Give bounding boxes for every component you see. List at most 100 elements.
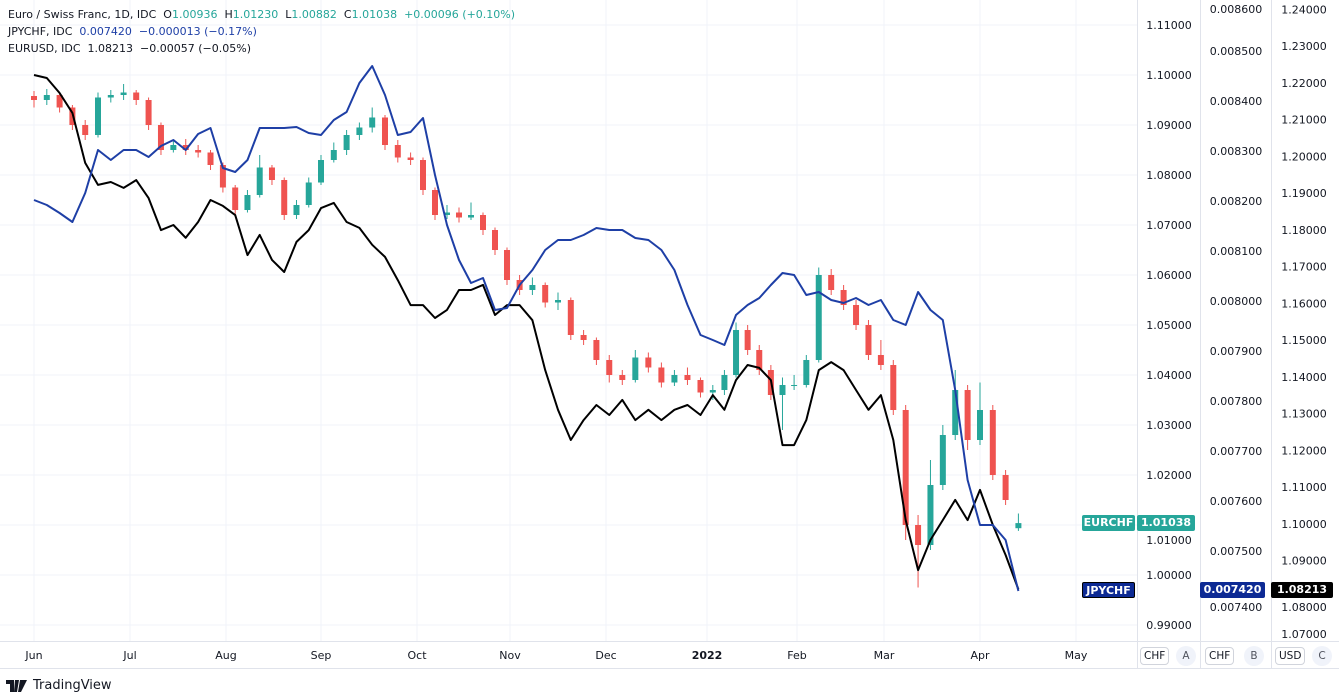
scale-a-button[interactable]: A bbox=[1176, 646, 1196, 666]
scale-b-tick-label: 0.008600 bbox=[1210, 3, 1263, 16]
scale-b-tick-label: 0.007900 bbox=[1210, 345, 1263, 358]
scale-c-tick-label: 1.09000 bbox=[1281, 555, 1327, 568]
candle-down bbox=[268, 167, 275, 180]
grid bbox=[0, 0, 1339, 669]
scale-b-tick-label: 0.007600 bbox=[1210, 495, 1263, 508]
change-value: +0.00096 (+0.10%) bbox=[404, 8, 516, 21]
scale-c-tick-label: 1.19000 bbox=[1281, 187, 1327, 200]
price-scales: 1.11000 1.10000 1.09000 1.08000 1.07000 1.060… bbox=[1137, 0, 1339, 669]
candle-up bbox=[293, 205, 300, 215]
candle-up bbox=[305, 182, 312, 205]
scale-c-currency-button[interactable]: USD bbox=[1275, 647, 1306, 665]
candle-down bbox=[580, 335, 587, 340]
eurchf-symbol-tag: EURCHF bbox=[1082, 515, 1135, 531]
low-value: 1.00882 bbox=[291, 8, 337, 21]
legend-eurchf[interactable]: Euro / Swiss Franc, 1D, IDC O1.00936 H1.… bbox=[8, 7, 515, 23]
candle-up bbox=[444, 212, 450, 215]
eurusd-price-tag: 1.08213 bbox=[1271, 582, 1333, 598]
candle-up bbox=[318, 160, 324, 183]
legend-eurchf-name: Euro / Swiss Franc, 1D, IDC bbox=[8, 8, 157, 21]
scale-c-tick-label: 1.24000 bbox=[1281, 3, 1327, 16]
candle-up bbox=[256, 167, 263, 195]
scale-c-tick-label: 1.14000 bbox=[1281, 371, 1327, 384]
low-label: L bbox=[285, 8, 292, 21]
scale-b-tick-label: 0.008400 bbox=[1210, 95, 1263, 108]
time-axis-label: Jul bbox=[122, 649, 136, 662]
candle-up bbox=[107, 95, 114, 98]
high-label: H bbox=[224, 8, 233, 21]
candle-up bbox=[468, 215, 474, 218]
candle-up bbox=[170, 145, 177, 150]
candle-up bbox=[733, 330, 740, 375]
time-axis-label: Oct bbox=[407, 649, 427, 662]
scale-b-button[interactable]: B bbox=[1244, 646, 1264, 666]
time-axis-label: Feb bbox=[787, 649, 806, 662]
candle-down bbox=[219, 165, 226, 188]
time-axis-label: Mar bbox=[874, 649, 895, 662]
scale-a-tick-label: 1.11000 bbox=[1146, 19, 1192, 32]
candle-down bbox=[31, 96, 37, 100]
scale-c-tick-label: 1.16000 bbox=[1281, 297, 1327, 310]
candle-down bbox=[480, 215, 486, 230]
candle-down bbox=[56, 95, 63, 108]
line-series bbox=[33, 65, 1020, 592]
scale-c-tick-label: 1.20000 bbox=[1281, 150, 1327, 163]
candle-down bbox=[492, 230, 498, 250]
tradingview-branding[interactable]: TradingView bbox=[6, 678, 112, 693]
scale-b-currency-button[interactable]: CHF bbox=[1205, 647, 1235, 665]
candle-up bbox=[95, 97, 101, 135]
scale-c-tick-label: 1.23000 bbox=[1281, 40, 1327, 53]
time-axis-label: Jun bbox=[24, 649, 42, 662]
candle-down bbox=[420, 160, 426, 190]
scale-a-tick-label: 1.05000 bbox=[1146, 319, 1192, 332]
candle-up bbox=[244, 195, 251, 210]
scale-b-tick-label: 0.008200 bbox=[1210, 195, 1263, 208]
tradingview-logo-icon bbox=[6, 679, 27, 692]
candle-down bbox=[964, 390, 971, 440]
candle-down bbox=[645, 357, 652, 368]
candle-down bbox=[828, 275, 835, 290]
scale-b-tick-label: 0.008300 bbox=[1210, 145, 1263, 158]
candle-up bbox=[815, 275, 822, 360]
candle-down bbox=[232, 187, 239, 210]
eurchf-price-tag: 1.01038 bbox=[1137, 515, 1195, 531]
candle-down bbox=[394, 145, 401, 158]
candle-down bbox=[593, 340, 600, 360]
legend-eurusd[interactable]: EURUSD, IDC 1.08213 −0.00057 (−0.05%) bbox=[8, 41, 251, 57]
scale-c-tick-label: 1.21000 bbox=[1281, 114, 1327, 127]
candle-down bbox=[756, 350, 763, 370]
candle-down bbox=[619, 375, 626, 380]
candle-down bbox=[744, 330, 751, 350]
plot-background bbox=[0, 0, 1339, 669]
scale-b-tick-label: 0.008100 bbox=[1210, 245, 1263, 258]
candle-up bbox=[356, 127, 363, 135]
legend-jpychf[interactable]: JPYCHF, IDC 0.007420 −0.000013 (−0.17%) bbox=[8, 24, 257, 40]
price-scale-bg bbox=[1200, 0, 1271, 669]
scale-c-tick-label: 1.13000 bbox=[1281, 408, 1327, 421]
scale-b-tick-label: 0.007800 bbox=[1210, 395, 1263, 408]
scale-c-button[interactable]: C bbox=[1312, 646, 1332, 666]
time-axis-label: Sep bbox=[311, 649, 332, 662]
candle-up bbox=[555, 300, 561, 303]
scale-a-currency-button[interactable]: CHF bbox=[1140, 647, 1170, 665]
candle-down bbox=[697, 380, 704, 393]
candle-up bbox=[632, 357, 639, 380]
scale-a-tick-label: 1.10000 bbox=[1146, 69, 1192, 82]
scale-c-tick-label: 1.22000 bbox=[1281, 77, 1327, 90]
candle-up bbox=[939, 435, 946, 485]
candle-down bbox=[915, 525, 922, 545]
candle-up bbox=[120, 92, 127, 95]
scale-c-tick-label: 1.07000 bbox=[1281, 628, 1327, 641]
candle-down bbox=[456, 212, 462, 218]
legend-eurusd-name: EURUSD, IDC bbox=[8, 42, 81, 55]
time-axis-label: Aug bbox=[215, 649, 236, 662]
candle-up bbox=[779, 385, 786, 395]
jpychf-value: 0.007420 bbox=[79, 25, 132, 38]
scale-b-tick-label: 0.007400 bbox=[1210, 601, 1263, 614]
jpychf-change: −0.000013 (−0.17%) bbox=[138, 25, 257, 38]
scale-c-tick-label: 1.18000 bbox=[1281, 224, 1327, 237]
scale-a-tick-label: 1.06000 bbox=[1146, 269, 1192, 282]
time-axis-label: 2022 bbox=[692, 649, 723, 662]
high-value: 1.01230 bbox=[232, 8, 279, 21]
